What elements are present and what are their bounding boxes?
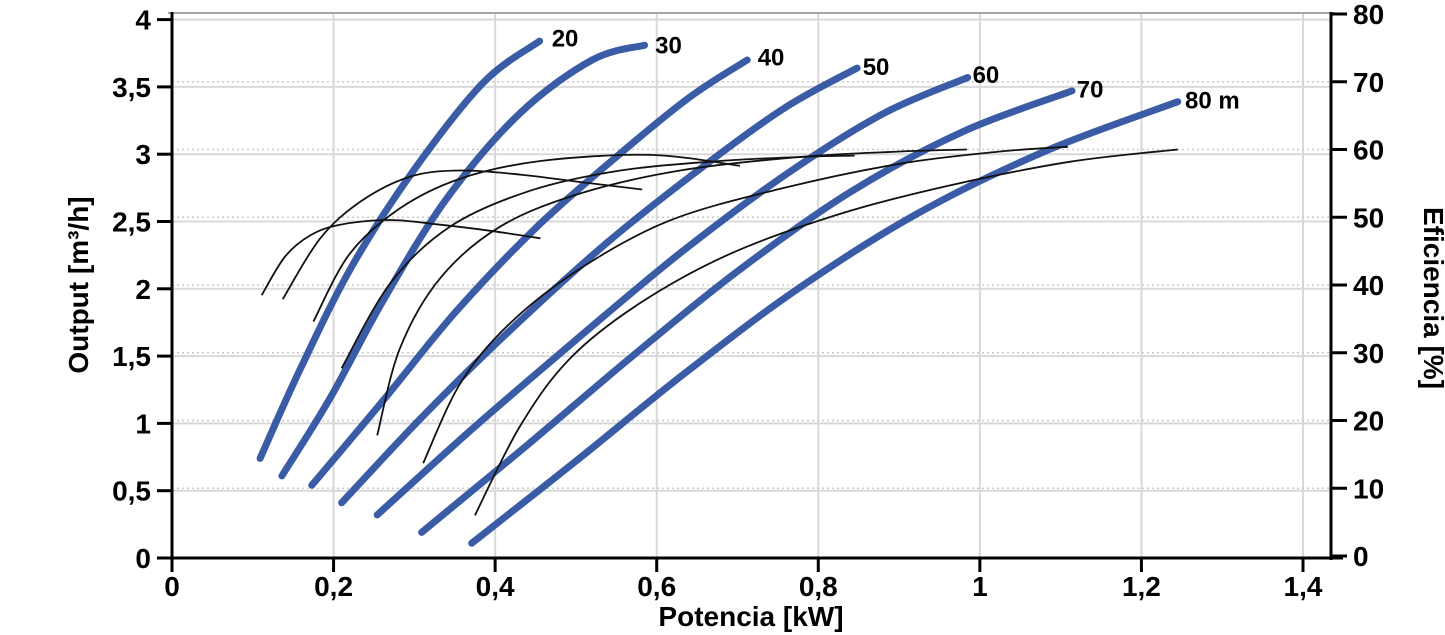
y-right-tick-label: 80: [1353, 0, 1384, 30]
y-left-tick-label: 3: [135, 139, 151, 170]
head-curve-20m: [256, 37, 544, 462]
x-tick-label: 1: [972, 571, 988, 602]
y-right-tick-label: 50: [1353, 202, 1384, 233]
y-left-tick-label: 3,5: [112, 72, 151, 103]
x-tick-label: 1,2: [1122, 571, 1161, 602]
y-right-tick-label: 70: [1353, 67, 1384, 98]
head-curve-label-40m: 40: [758, 44, 785, 71]
head-curve-80m: [468, 98, 1182, 547]
y-left-tick-label: 0: [135, 543, 151, 574]
y-left-tick-label: 1,5: [112, 341, 151, 372]
x-tick-label: 0,6: [637, 571, 676, 602]
y-left-tick-label: 2: [135, 274, 151, 305]
y-right-tick-label: 20: [1353, 406, 1384, 437]
x-tick-label: 0: [164, 571, 180, 602]
y-left-tick-label: 4: [135, 5, 151, 36]
y-left-tick-label: 1: [135, 408, 151, 439]
head-curve-40m: [308, 56, 751, 489]
efficiency-curve-80m: [474, 148, 1178, 516]
head-curve-label-30m: 30: [655, 32, 682, 59]
x-tick-label: 0,2: [314, 571, 353, 602]
y-right-tick-label: 10: [1353, 473, 1384, 504]
head-curve-label-70m: 70: [1077, 77, 1104, 104]
head-curve-label-60m: 60: [973, 62, 1000, 89]
efficiency-curve-60m: [376, 148, 967, 436]
y-right-tick-label: 40: [1353, 270, 1384, 301]
head-curve-60m: [373, 74, 972, 519]
head-curve-label-20m: 20: [552, 26, 579, 53]
head-curve-label-50m: 50: [863, 54, 890, 81]
y-left-axis-title: Output [m³/h]: [63, 196, 94, 373]
y-right-tick-label: 0: [1353, 541, 1369, 572]
efficiency-curve-30m: [281, 169, 643, 300]
efficiency-curve-70m: [422, 145, 1068, 464]
head-curve-70m: [418, 87, 1076, 536]
x-tick-label: 0,8: [799, 571, 838, 602]
head-curve-30m: [278, 41, 649, 480]
y-left-tick-label: 0,5: [112, 476, 151, 507]
efficiency-curve-40m: [312, 153, 741, 323]
x-tick-label: 1,4: [1284, 571, 1323, 602]
y-right-tick-label: 30: [1353, 338, 1384, 369]
efficiency-curve-50m: [340, 154, 855, 369]
efficiency-curve-20m: [260, 219, 541, 296]
head-curve-50m: [338, 64, 861, 507]
y-right-axis-title: Eficiencia [%]: [1418, 207, 1445, 389]
y-right-tick-label: 60: [1353, 135, 1384, 166]
x-axis-title: Potencia [kW]: [658, 601, 843, 632]
y-left-tick-label: 2,5: [112, 207, 151, 238]
head-curve-label-80m: 80 m: [1185, 87, 1240, 114]
x-tick-label: 0,4: [476, 571, 515, 602]
